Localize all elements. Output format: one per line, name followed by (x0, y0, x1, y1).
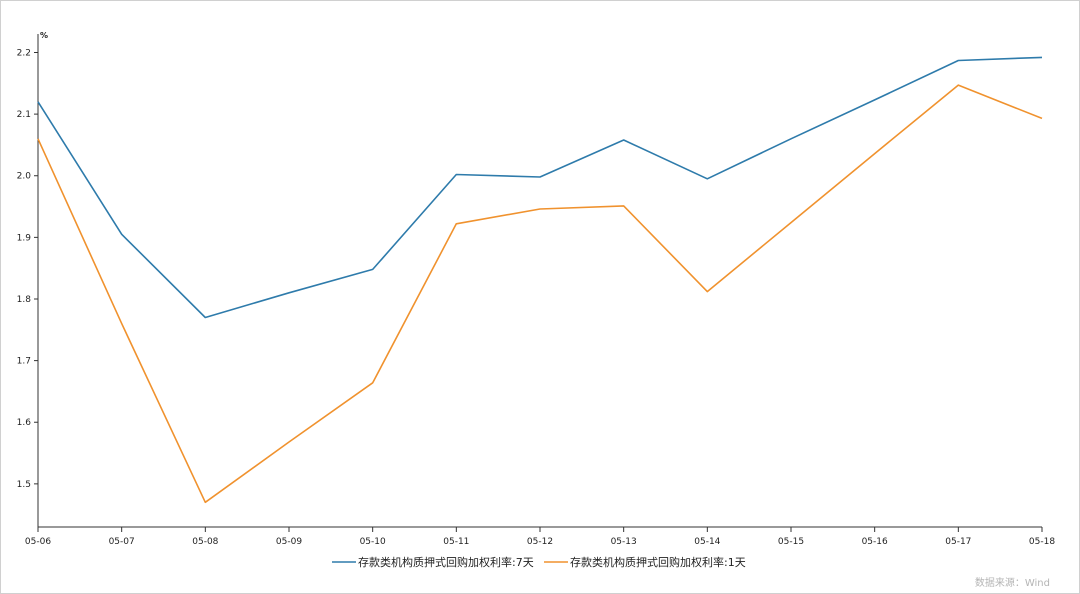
x-tick-label: 05-11 (443, 537, 469, 547)
y-axis-unit-label: % (40, 31, 48, 40)
y-tick-label: 1.5 (17, 480, 31, 490)
x-tick-label: 05-18 (1029, 537, 1055, 547)
y-tick-label: 1.7 (17, 357, 31, 367)
legend-label-7d: 存款类机构质押式回购加权利率:7天 (358, 555, 534, 569)
y-tick-label: 1.9 (17, 233, 32, 243)
legend: 存款类机构质押式回购加权利率:7天 存款类机构质押式回购加权利率:1天 (332, 555, 746, 569)
x-tick-label: 05-10 (360, 537, 386, 547)
legend-label-1d: 存款类机构质押式回购加权利率:1天 (570, 555, 746, 569)
x-tick-label: 05-07 (109, 537, 135, 547)
data-source-label: 数据来源：Wind (975, 576, 1050, 589)
series-line-7d (37, 56, 1043, 319)
x-tick-label: 05-13 (611, 537, 637, 547)
x-tick-label: 05-15 (778, 537, 804, 547)
y-tick-label: 1.6 (17, 418, 32, 428)
y-tick-label: 2.1 (17, 110, 31, 120)
y-axis-ticks: 1.5 1.6 1.7 1.8 1.9 2.0 2.1 2.2 (17, 48, 38, 490)
x-tick-label: 05-14 (694, 537, 720, 547)
series-lines (37, 56, 1043, 504)
x-tick-label: 05-12 (527, 537, 553, 547)
y-tick-label: 2.2 (17, 48, 31, 58)
x-tick-label: 05-17 (945, 537, 971, 547)
y-tick-label: 1.8 (17, 295, 32, 305)
series-line-1d (37, 84, 1043, 504)
x-tick-label: 05-06 (25, 537, 51, 547)
y-tick-label: 2.0 (17, 172, 32, 182)
x-axis-ticks: 05-06 05-07 05-08 05-09 05-10 05-11 05-12 05-13… (25, 527, 1055, 547)
x-tick-label: 05-16 (862, 537, 888, 547)
x-tick-label: 05-08 (192, 537, 218, 547)
x-tick-label: 05-09 (276, 537, 302, 547)
